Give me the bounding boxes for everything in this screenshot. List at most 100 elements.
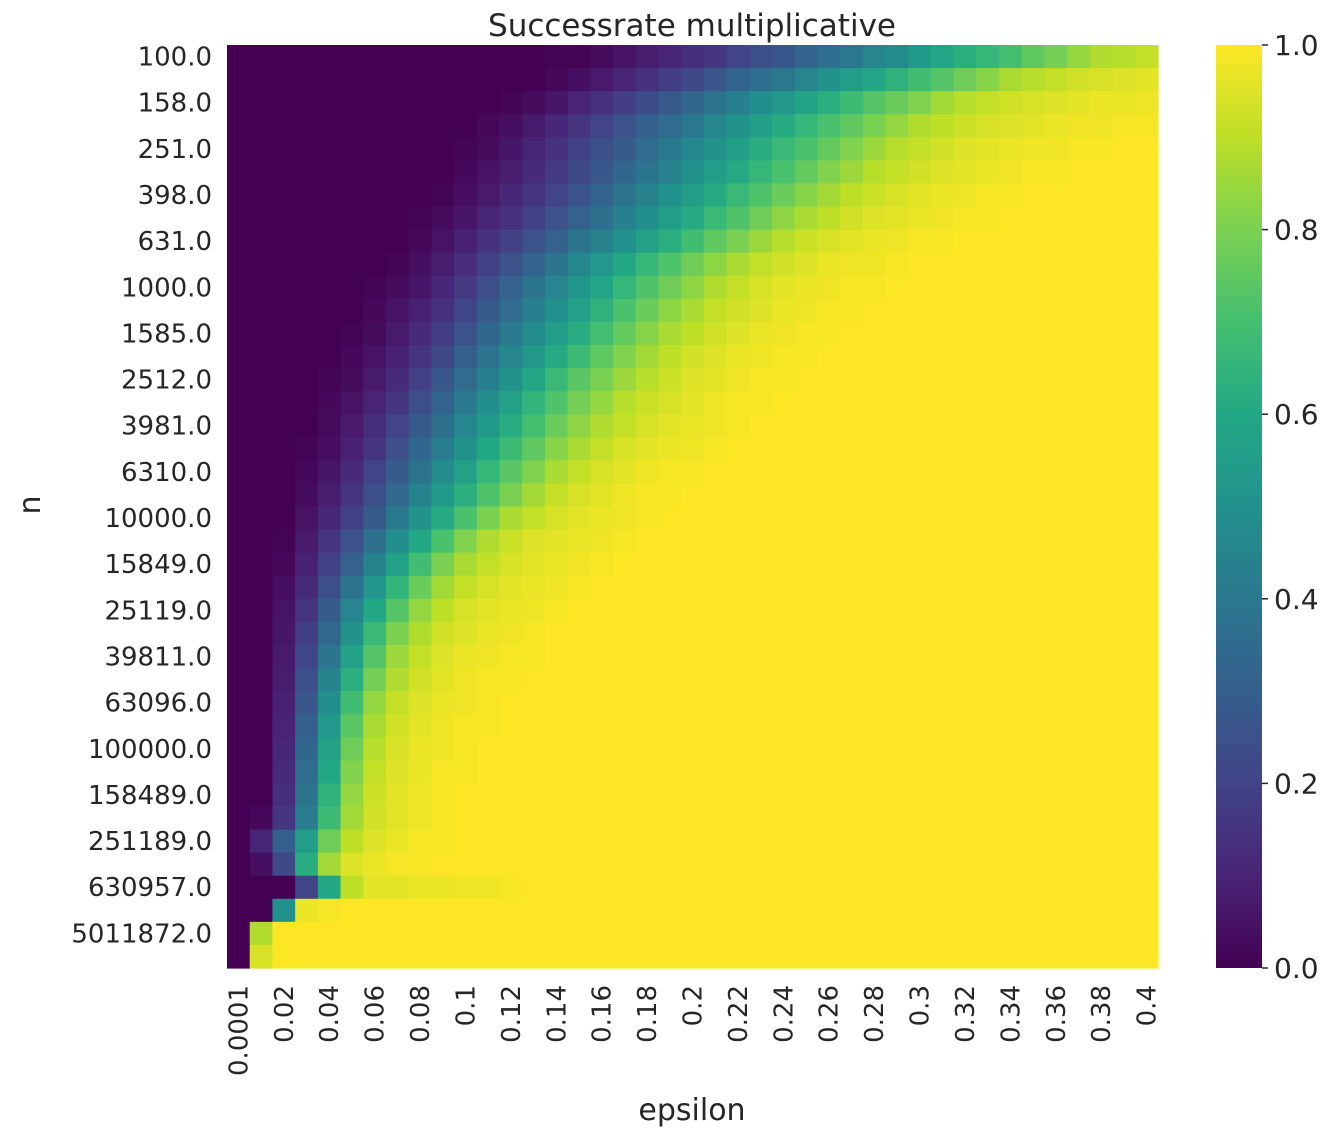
heatmap-cell — [1089, 206, 1114, 231]
heatmap-cell — [227, 944, 251, 969]
heatmap-cell — [431, 852, 455, 877]
heatmap-cell — [771, 852, 796, 877]
heatmap-cell — [635, 783, 660, 808]
heatmap-cell — [1021, 575, 1046, 600]
heatmap-cell — [317, 391, 342, 415]
heatmap-cell — [522, 760, 546, 784]
heatmap-cell — [885, 45, 909, 69]
heatmap-cell — [658, 483, 682, 508]
heatmap-cell — [476, 644, 501, 669]
heatmap-cell — [613, 529, 637, 554]
heatmap-cell — [1135, 691, 1159, 715]
heatmap-cell — [908, 691, 932, 715]
heatmap-cell — [885, 160, 909, 185]
heatmap-cell — [749, 944, 773, 969]
heatmap-cell — [567, 760, 591, 784]
heatmap-cell — [1112, 68, 1136, 92]
heatmap-cell — [953, 691, 977, 715]
heatmap-cell — [499, 114, 523, 138]
heatmap-cell — [544, 644, 569, 669]
heatmap-cell — [454, 829, 478, 854]
heatmap-cell — [499, 921, 523, 946]
heatmap-cell — [908, 368, 932, 392]
heatmap-cell — [726, 691, 750, 715]
heatmap-cell — [862, 944, 887, 969]
y-tick-label: 251.0 — [138, 135, 212, 165]
heatmap-cell — [681, 898, 705, 923]
heatmap-cell — [999, 944, 1023, 969]
heatmap-cell — [1135, 321, 1159, 346]
heatmap-cell — [726, 137, 750, 161]
heatmap-cell — [227, 460, 251, 485]
heatmap-cell — [590, 621, 614, 646]
heatmap-cell — [499, 529, 523, 554]
heatmap-cell — [976, 137, 1000, 161]
heatmap-cell — [1112, 391, 1136, 415]
heatmap-cell — [340, 275, 364, 300]
heatmap-cell — [771, 575, 796, 600]
heatmap-cell — [363, 575, 387, 600]
heatmap-cell — [885, 368, 909, 392]
heatmap-cell — [658, 183, 682, 208]
heatmap-cell — [1021, 460, 1046, 485]
heatmap-cell — [1112, 321, 1136, 346]
heatmap-cell — [363, 229, 387, 254]
heatmap-cell — [930, 275, 955, 300]
heatmap-cell — [794, 183, 818, 208]
heatmap-cell — [635, 644, 660, 669]
heatmap-cell — [431, 298, 455, 323]
heatmap-cell — [1112, 944, 1136, 969]
heatmap-cell — [476, 368, 501, 392]
heatmap-cell — [1067, 275, 1091, 300]
heatmap-cell — [590, 668, 614, 692]
heatmap-cell — [590, 529, 614, 554]
heatmap-cell — [1135, 944, 1159, 969]
heatmap-cell — [999, 298, 1023, 323]
heatmap-cell — [272, 45, 296, 69]
heatmap-cell — [794, 460, 818, 485]
heatmap-cell — [726, 921, 750, 946]
heatmap-cell — [476, 506, 501, 531]
heatmap-cell — [454, 391, 478, 415]
heatmap-cell — [272, 114, 296, 138]
heatmap-cell — [1067, 460, 1091, 485]
heatmap-cell — [613, 691, 637, 715]
heatmap-cell — [862, 621, 887, 646]
heatmap-cell — [385, 114, 410, 138]
heatmap-cell — [431, 575, 455, 600]
heatmap-cell — [1021, 321, 1046, 346]
heatmap-cell — [840, 852, 864, 877]
heatmap-cell — [658, 275, 682, 300]
heatmap-cell — [295, 368, 319, 392]
heatmap-cell — [885, 621, 909, 646]
heatmap-cell — [1067, 483, 1091, 508]
heatmap-cell — [613, 944, 637, 969]
heatmap-cell — [431, 621, 455, 646]
heatmap-cell — [522, 68, 546, 92]
heatmap-cell — [1044, 137, 1068, 161]
heatmap-cell — [522, 183, 546, 208]
heatmap-cell — [681, 921, 705, 946]
heatmap-cell — [363, 321, 387, 346]
heatmap-cell — [726, 275, 750, 300]
heatmap-cell — [295, 875, 319, 900]
heatmap-cell — [385, 68, 410, 92]
heatmap-cell — [771, 875, 796, 900]
heatmap-cell — [726, 783, 750, 808]
heatmap-cell — [567, 898, 591, 923]
heatmap-cell — [363, 621, 387, 646]
heatmap-cell — [522, 91, 546, 115]
heatmap-cell — [317, 575, 342, 600]
heatmap-cell — [454, 91, 478, 115]
heatmap-cell — [862, 252, 887, 277]
heatmap-cell — [613, 483, 637, 508]
heatmap-cell — [1067, 644, 1091, 669]
heatmap-cell — [862, 137, 887, 161]
heatmap-cell — [272, 898, 296, 923]
heatmap-cell — [476, 921, 501, 946]
heatmap-cell — [726, 760, 750, 784]
heatmap-cell — [272, 552, 296, 577]
heatmap-cell — [454, 714, 478, 738]
heatmap-cell — [840, 45, 864, 69]
heatmap-cell — [363, 45, 387, 69]
